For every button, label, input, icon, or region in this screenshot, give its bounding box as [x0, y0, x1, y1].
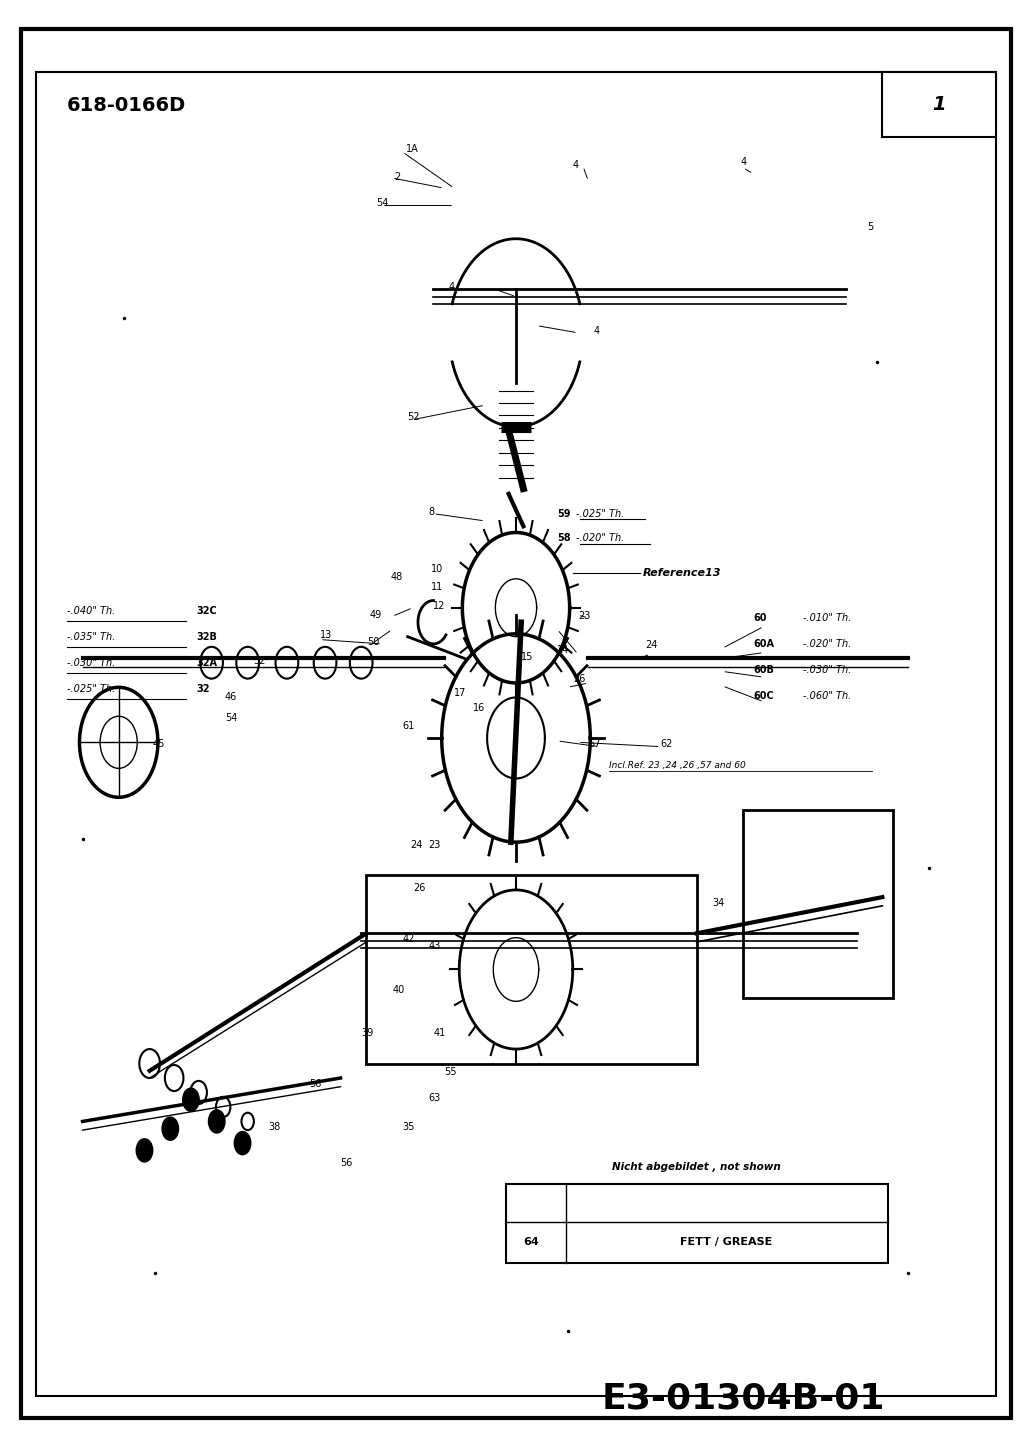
- Text: 26: 26: [573, 674, 585, 683]
- Text: 10: 10: [431, 564, 444, 573]
- Text: 32: 32: [196, 684, 209, 693]
- Text: 1A: 1A: [406, 145, 418, 153]
- Text: 60A: 60A: [753, 640, 774, 648]
- Text: 32B: 32B: [196, 632, 217, 641]
- Text: -.030" Th.: -.030" Th.: [803, 666, 851, 674]
- Circle shape: [162, 1117, 179, 1140]
- Text: -.060" Th.: -.060" Th.: [803, 692, 851, 700]
- Text: 38: 38: [268, 1123, 281, 1132]
- Text: 55: 55: [444, 1068, 456, 1077]
- Text: 32A: 32A: [196, 658, 217, 667]
- Text: 60B: 60B: [753, 666, 774, 674]
- Text: Incl.Ref. 23 ,24 ,26 ,57 and 60: Incl.Ref. 23 ,24 ,26 ,57 and 60: [609, 761, 746, 770]
- Text: 24: 24: [645, 641, 657, 650]
- Circle shape: [234, 1132, 251, 1155]
- Text: 54: 54: [377, 198, 389, 207]
- Text: 60: 60: [753, 614, 767, 622]
- Text: 52: 52: [408, 412, 420, 421]
- Text: 15: 15: [521, 653, 534, 661]
- Text: 17: 17: [454, 689, 466, 697]
- Text: 40: 40: [392, 985, 405, 994]
- Circle shape: [208, 1110, 225, 1133]
- Text: 23: 23: [428, 841, 441, 849]
- Text: 13: 13: [320, 631, 332, 640]
- Text: 42: 42: [402, 935, 415, 943]
- Text: 11: 11: [431, 583, 444, 592]
- Text: 14: 14: [557, 645, 570, 654]
- Text: -.020" Th.: -.020" Th.: [576, 534, 624, 543]
- Text: 618-0166D: 618-0166D: [67, 96, 187, 114]
- Text: 58: 58: [557, 534, 571, 543]
- Text: 39: 39: [361, 1029, 374, 1037]
- Text: 62: 62: [660, 739, 673, 748]
- Text: 5: 5: [867, 223, 873, 232]
- Bar: [743, 810, 893, 998]
- Text: 43: 43: [428, 942, 441, 951]
- Text: 46: 46: [225, 693, 237, 702]
- Text: Reference13: Reference13: [643, 569, 721, 577]
- Text: 26: 26: [413, 884, 425, 893]
- Circle shape: [183, 1088, 199, 1111]
- Bar: [882, 72, 996, 137]
- Text: 12: 12: [433, 602, 446, 611]
- Text: 64: 64: [523, 1237, 540, 1247]
- Text: 16: 16: [473, 703, 485, 712]
- Text: 8: 8: [428, 508, 434, 517]
- Text: 1: 1: [932, 96, 946, 114]
- Text: 48: 48: [390, 573, 402, 582]
- Text: Nicht abgebildet , not shown: Nicht abgebildet , not shown: [612, 1162, 781, 1172]
- Text: 24: 24: [411, 841, 423, 849]
- Text: 59: 59: [557, 509, 571, 518]
- Text: 2: 2: [394, 172, 400, 181]
- Text: 34: 34: [712, 899, 724, 907]
- Text: -.025" Th.: -.025" Th.: [576, 509, 624, 518]
- Text: -.035" Th.: -.035" Th.: [67, 632, 116, 641]
- Circle shape: [136, 1139, 153, 1162]
- Text: 23: 23: [578, 612, 590, 621]
- Text: 41: 41: [433, 1029, 446, 1037]
- Text: 4: 4: [593, 327, 600, 336]
- Text: E3-01304B-01: E3-01304B-01: [602, 1382, 884, 1415]
- Text: -.020" Th.: -.020" Th.: [803, 640, 851, 648]
- Text: 63: 63: [428, 1094, 441, 1103]
- Text: 57: 57: [588, 739, 601, 748]
- Text: -.030" Th.: -.030" Th.: [67, 658, 116, 667]
- Text: 60C: 60C: [753, 692, 774, 700]
- Text: 50: 50: [367, 638, 380, 647]
- Bar: [366, 875, 697, 1064]
- Text: 56: 56: [341, 1159, 353, 1168]
- Text: 61: 61: [402, 722, 415, 731]
- Text: 45: 45: [153, 739, 165, 748]
- Text: 49: 49: [369, 611, 382, 619]
- Text: 4: 4: [449, 282, 455, 291]
- Text: -.010" Th.: -.010" Th.: [803, 614, 851, 622]
- Text: 56: 56: [310, 1079, 322, 1088]
- Text: -.025" Th.: -.025" Th.: [67, 684, 116, 693]
- Text: 32: 32: [253, 657, 265, 666]
- Text: 4: 4: [573, 161, 579, 169]
- Text: 35: 35: [402, 1123, 415, 1132]
- Bar: [506, 1184, 888, 1263]
- Text: 54: 54: [225, 713, 237, 722]
- Text: -.040" Th.: -.040" Th.: [67, 606, 116, 615]
- Text: 4: 4: [741, 158, 747, 166]
- Text: FETT / GREASE: FETT / GREASE: [680, 1237, 773, 1247]
- Text: 32C: 32C: [196, 606, 217, 615]
